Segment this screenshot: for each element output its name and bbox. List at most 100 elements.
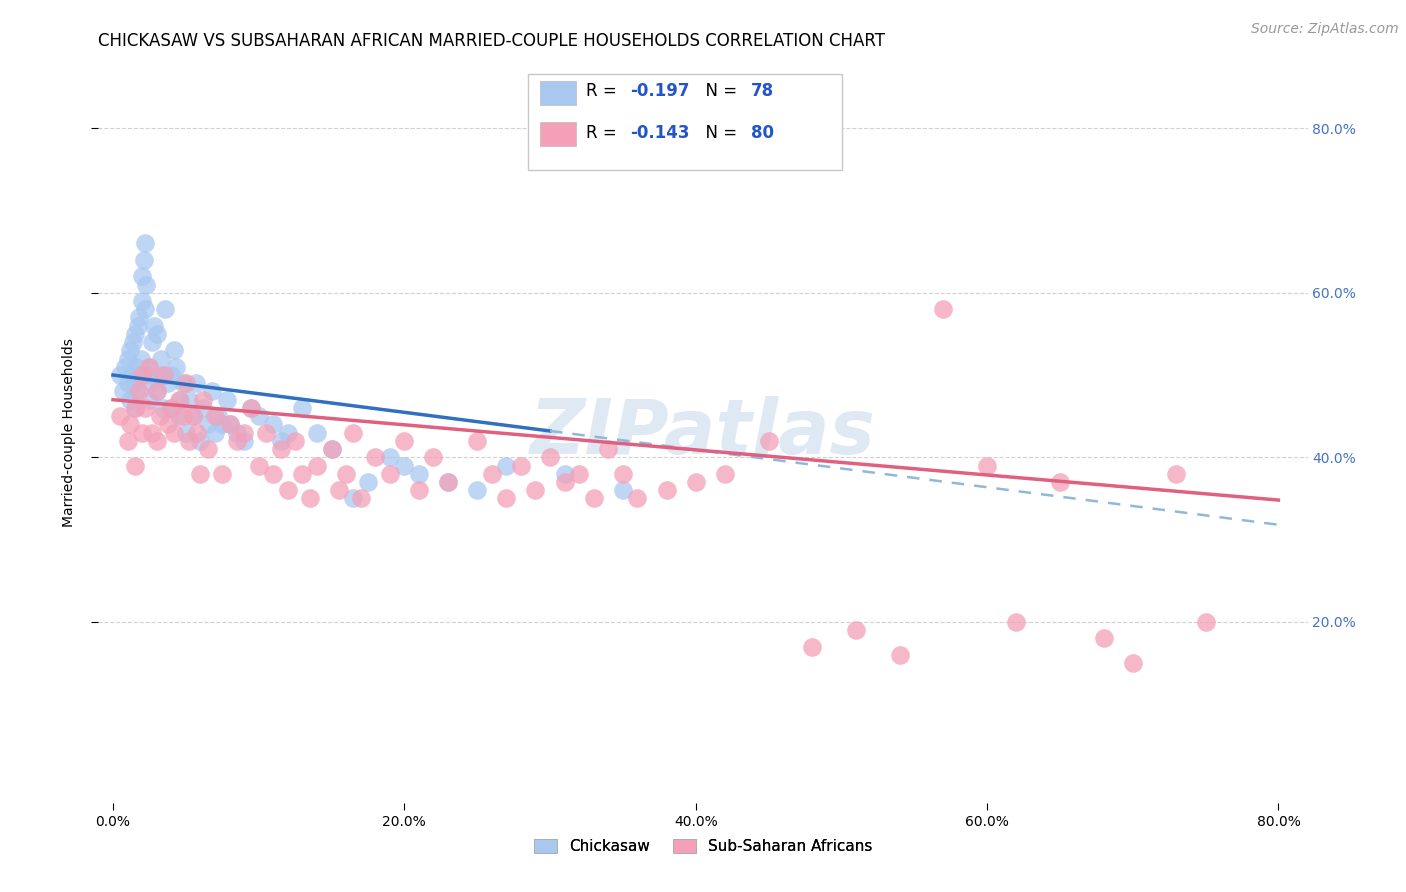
Point [284, 434, 307, 448]
Text: 78: 78 [751, 82, 775, 101]
Point [422, 450, 444, 465]
Point [976, 458, 998, 473]
Point [240, 401, 263, 415]
Point [1122, 656, 1144, 670]
Point [131, 368, 153, 382]
Point [364, 450, 387, 465]
Point [163, 343, 186, 358]
Point [437, 475, 460, 489]
Point [481, 467, 503, 481]
Text: ZIPatlas: ZIPatlas [530, 396, 876, 469]
Point [305, 458, 328, 473]
Point [378, 450, 401, 465]
Point [157, 376, 180, 391]
Point [117, 434, 139, 448]
Point [240, 401, 263, 415]
Point [233, 434, 256, 448]
Point [321, 442, 343, 456]
Point [145, 326, 167, 341]
Point [124, 376, 146, 391]
Text: Source: ZipAtlas.com: Source: ZipAtlas.com [1251, 22, 1399, 37]
FancyBboxPatch shape [527, 73, 842, 169]
Point [152, 401, 174, 415]
Point [233, 425, 256, 440]
Point [277, 483, 299, 498]
Point [160, 401, 183, 415]
Point [112, 384, 135, 399]
Point [211, 467, 233, 481]
Point [335, 467, 357, 481]
Text: R =: R = [586, 82, 621, 101]
Point [465, 434, 488, 448]
Point [138, 359, 160, 374]
Point [167, 409, 190, 424]
Point [218, 417, 240, 432]
Point [342, 491, 364, 506]
Point [136, 368, 159, 382]
Point [204, 425, 226, 440]
Point [495, 458, 517, 473]
Point [357, 475, 380, 489]
Point [225, 425, 247, 440]
Point [626, 491, 648, 506]
Point [218, 417, 240, 432]
Point [655, 483, 678, 498]
Point [201, 384, 224, 399]
Point [190, 434, 212, 448]
Point [141, 335, 163, 350]
Point [145, 384, 167, 399]
Point [125, 359, 148, 374]
Point [149, 368, 172, 382]
Point [125, 384, 148, 399]
Point [190, 467, 212, 481]
Point [135, 277, 157, 292]
Point [128, 368, 150, 382]
Point [155, 302, 177, 317]
Point [131, 269, 153, 284]
Point [157, 417, 180, 432]
Point [153, 368, 176, 382]
Point [124, 401, 146, 415]
Y-axis label: Married-couple Households: Married-couple Households [62, 338, 76, 527]
Point [174, 425, 197, 440]
Text: -0.143: -0.143 [630, 124, 690, 142]
Point [321, 442, 343, 456]
Point [612, 467, 634, 481]
Point [298, 491, 321, 506]
Bar [540, 81, 576, 104]
Point [247, 458, 270, 473]
Point [845, 623, 868, 637]
Point [117, 376, 139, 391]
Point [270, 442, 292, 456]
Point [132, 252, 155, 267]
Point [207, 409, 229, 424]
Point [350, 491, 373, 506]
Point [184, 376, 207, 391]
Point [801, 640, 824, 654]
Point [122, 335, 145, 350]
Point [1166, 467, 1188, 481]
Point [134, 236, 156, 251]
Point [172, 376, 194, 391]
Point [145, 434, 167, 448]
Point [394, 458, 416, 473]
Point [254, 425, 277, 440]
Point [169, 392, 191, 407]
Point [142, 318, 165, 333]
Point [177, 434, 200, 448]
Point [437, 475, 460, 489]
Point [150, 351, 173, 366]
Point [291, 467, 314, 481]
Point [174, 376, 197, 391]
Point [612, 483, 634, 498]
Point [124, 458, 146, 473]
Point [129, 351, 152, 366]
Point [554, 467, 576, 481]
Point [408, 467, 430, 481]
Point [120, 417, 142, 432]
Point [408, 483, 430, 498]
Point [1092, 632, 1115, 646]
Point [163, 425, 186, 440]
Point [110, 409, 132, 424]
Point [305, 425, 328, 440]
